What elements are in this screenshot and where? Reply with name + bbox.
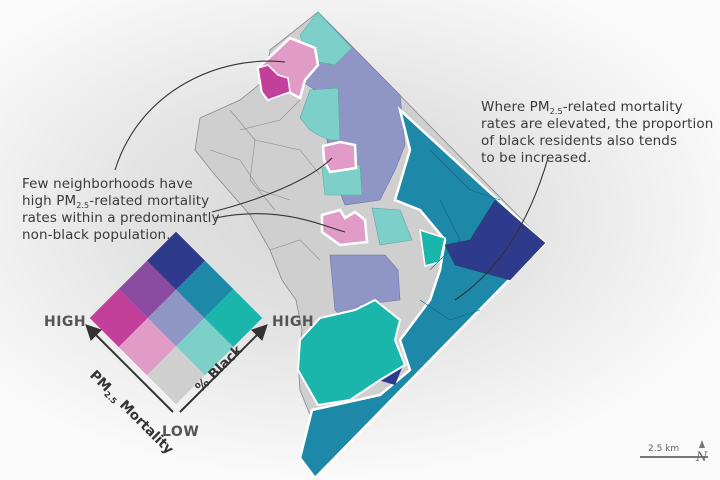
annotation-line: high PM2.5-related mortality xyxy=(22,193,210,210)
north-arrow-icon xyxy=(699,440,705,448)
annotation-line: of black residents also tends xyxy=(481,133,678,149)
annotation-line: to be increased. xyxy=(481,150,592,166)
region-bright-teal-small xyxy=(419,228,446,267)
leader-lines xyxy=(114,60,549,301)
scale-bar xyxy=(640,456,708,458)
right-annotation: Where PM2.5-related mortality rates are … xyxy=(481,99,713,167)
region-bright-teal xyxy=(296,298,407,407)
region-teal-east xyxy=(371,207,413,246)
annotation-line: rates are elevated, the proportion xyxy=(481,116,714,132)
neighborhood-boundaries xyxy=(209,99,321,261)
highlight-mid-pink xyxy=(321,140,358,174)
left-annotation: Few neighborhoods have high PM2.5-relate… xyxy=(22,176,220,244)
annotation-line: Where PM2.5-related mortality xyxy=(481,99,683,116)
region-lavender-south xyxy=(329,254,401,321)
region-east-river xyxy=(298,106,547,480)
region-teal-west xyxy=(299,87,341,141)
region-navy-east xyxy=(444,199,546,281)
highlight-northwest-magenta xyxy=(257,64,291,101)
annotation-line: Few neighborhoods have xyxy=(22,176,193,192)
scale-bar-label: 2.5 km xyxy=(648,444,680,454)
north-label: N xyxy=(696,450,708,465)
annotation-line: rates within a predominantly xyxy=(22,210,220,226)
highlight-south-pink xyxy=(320,208,369,247)
annotation-line: non-black population. xyxy=(22,227,171,243)
east-boundaries xyxy=(419,149,501,321)
